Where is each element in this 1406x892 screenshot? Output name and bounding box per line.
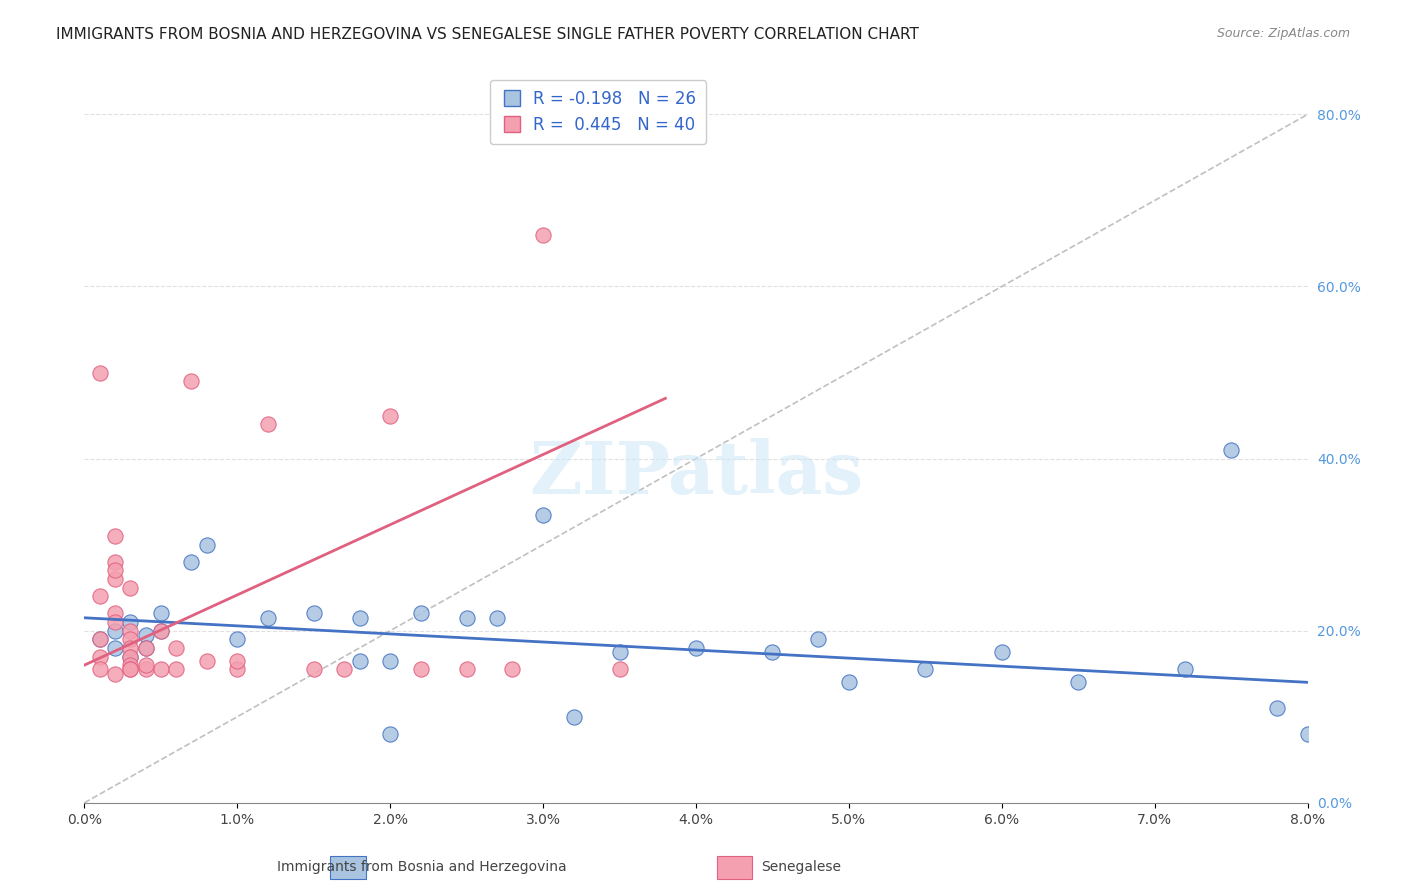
Point bbox=[609, 645, 631, 659]
Point bbox=[914, 662, 936, 676]
Point bbox=[104, 572, 127, 586]
Point bbox=[991, 645, 1014, 659]
Point bbox=[838, 675, 860, 690]
Legend: R = -0.198   N = 26, R =  0.445   N = 40: R = -0.198 N = 26, R = 0.445 N = 40 bbox=[489, 79, 706, 144]
Point bbox=[302, 607, 325, 621]
Point bbox=[149, 624, 172, 638]
Point bbox=[89, 632, 111, 647]
Text: IMMIGRANTS FROM BOSNIA AND HERZEGOVINA VS SENEGALESE SINGLE FATHER POVERTY CORRE: IMMIGRANTS FROM BOSNIA AND HERZEGOVINA V… bbox=[56, 27, 920, 42]
Point bbox=[120, 640, 142, 655]
Point bbox=[180, 374, 202, 388]
Point bbox=[333, 662, 356, 676]
Point bbox=[89, 366, 111, 380]
Point bbox=[609, 662, 631, 676]
Point bbox=[104, 624, 127, 638]
Point bbox=[226, 632, 249, 647]
Point bbox=[120, 615, 142, 629]
Point bbox=[104, 555, 127, 569]
Point bbox=[562, 710, 585, 724]
Point bbox=[531, 508, 554, 522]
Point bbox=[89, 649, 111, 664]
Point bbox=[120, 581, 142, 595]
Point bbox=[135, 640, 157, 655]
Point bbox=[120, 658, 142, 673]
Point bbox=[456, 662, 478, 676]
Point bbox=[104, 529, 127, 543]
Point bbox=[195, 654, 218, 668]
Point bbox=[120, 632, 142, 647]
Point bbox=[349, 611, 371, 625]
Point bbox=[180, 555, 202, 569]
Point bbox=[135, 628, 157, 642]
Point bbox=[1220, 442, 1243, 457]
Point bbox=[120, 624, 142, 638]
Point bbox=[149, 607, 172, 621]
Text: Source: ZipAtlas.com: Source: ZipAtlas.com bbox=[1216, 27, 1350, 40]
Point bbox=[195, 538, 218, 552]
Text: ZIPatlas: ZIPatlas bbox=[529, 438, 863, 509]
Point bbox=[807, 632, 830, 647]
Point bbox=[165, 662, 187, 676]
Point bbox=[380, 409, 402, 423]
Point bbox=[380, 727, 402, 741]
Point bbox=[226, 654, 249, 668]
Point bbox=[135, 640, 157, 655]
Point bbox=[456, 611, 478, 625]
Point bbox=[1174, 662, 1197, 676]
Point bbox=[761, 645, 783, 659]
Point bbox=[165, 640, 187, 655]
Point bbox=[104, 564, 127, 578]
Point bbox=[531, 227, 554, 242]
Point bbox=[120, 662, 142, 676]
Point bbox=[89, 589, 111, 603]
Point bbox=[226, 662, 249, 676]
Text: Immigrants from Bosnia and Herzegovina: Immigrants from Bosnia and Herzegovina bbox=[277, 860, 567, 874]
Point bbox=[302, 662, 325, 676]
Point bbox=[380, 654, 402, 668]
Point bbox=[104, 607, 127, 621]
Point bbox=[135, 662, 157, 676]
Point bbox=[349, 654, 371, 668]
Point bbox=[1265, 701, 1288, 715]
Point bbox=[257, 417, 280, 432]
Point bbox=[1296, 727, 1319, 741]
Point bbox=[104, 666, 127, 681]
Point bbox=[120, 662, 142, 676]
Point bbox=[89, 662, 111, 676]
Point bbox=[120, 649, 142, 664]
Point bbox=[149, 624, 172, 638]
Point bbox=[257, 611, 280, 625]
Text: Senegalese: Senegalese bbox=[762, 860, 841, 874]
Point bbox=[104, 615, 127, 629]
Point bbox=[1067, 675, 1090, 690]
Point bbox=[120, 649, 142, 664]
Point bbox=[486, 611, 509, 625]
Point bbox=[685, 640, 707, 655]
Point bbox=[409, 662, 432, 676]
Point bbox=[135, 658, 157, 673]
Point bbox=[89, 632, 111, 647]
Point bbox=[409, 607, 432, 621]
Point bbox=[502, 662, 524, 676]
Point bbox=[149, 662, 172, 676]
Point bbox=[104, 640, 127, 655]
